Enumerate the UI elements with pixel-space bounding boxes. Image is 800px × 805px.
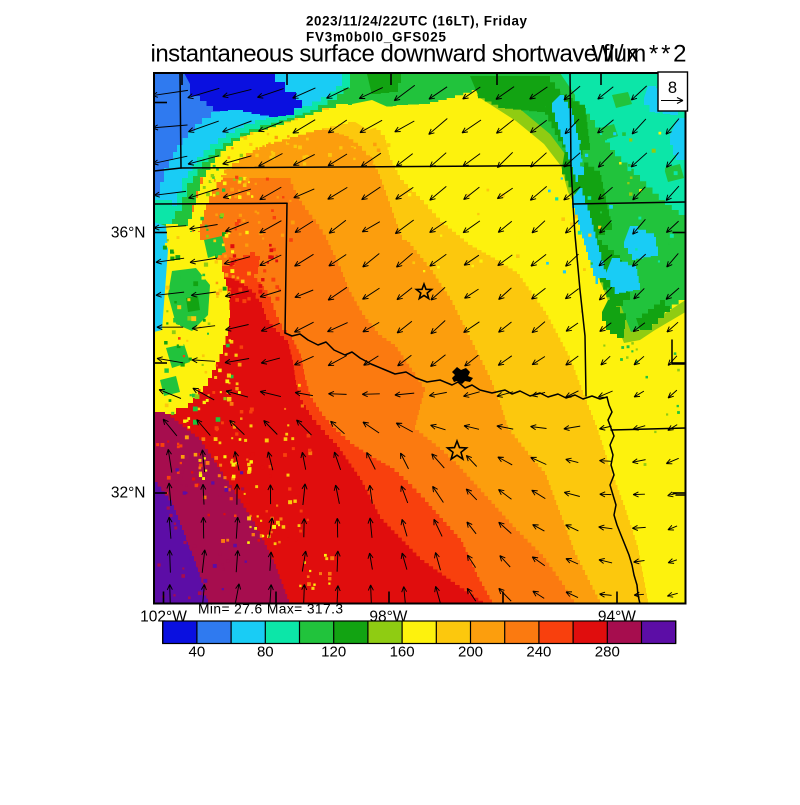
svg-text:Min= 27.6 Max= 317.3: Min= 27.6 Max= 317.3 <box>198 602 343 617</box>
svg-text:80: 80 <box>257 644 274 661</box>
svg-text:W/m**2: W/m**2 <box>592 41 687 68</box>
svg-text:2023/11/24/22UTC (16LT), Frida: 2023/11/24/22UTC (16LT), Friday <box>306 14 528 29</box>
svg-text:240: 240 <box>526 644 551 661</box>
svg-text:280: 280 <box>595 644 620 661</box>
svg-text:instantaneous surface downward: instantaneous surface downward shortwave… <box>151 41 639 68</box>
svg-text:120: 120 <box>321 644 346 661</box>
svg-text:40: 40 <box>189 644 206 661</box>
svg-text:160: 160 <box>390 644 415 661</box>
svg-text:FV3m0b0l0_GFS025: FV3m0b0l0_GFS025 <box>306 30 447 45</box>
svg-text:36°N: 36°N <box>111 225 146 242</box>
svg-text:32°N: 32°N <box>111 485 146 502</box>
svg-text:200: 200 <box>458 644 483 661</box>
svg-text:8: 8 <box>668 79 677 97</box>
